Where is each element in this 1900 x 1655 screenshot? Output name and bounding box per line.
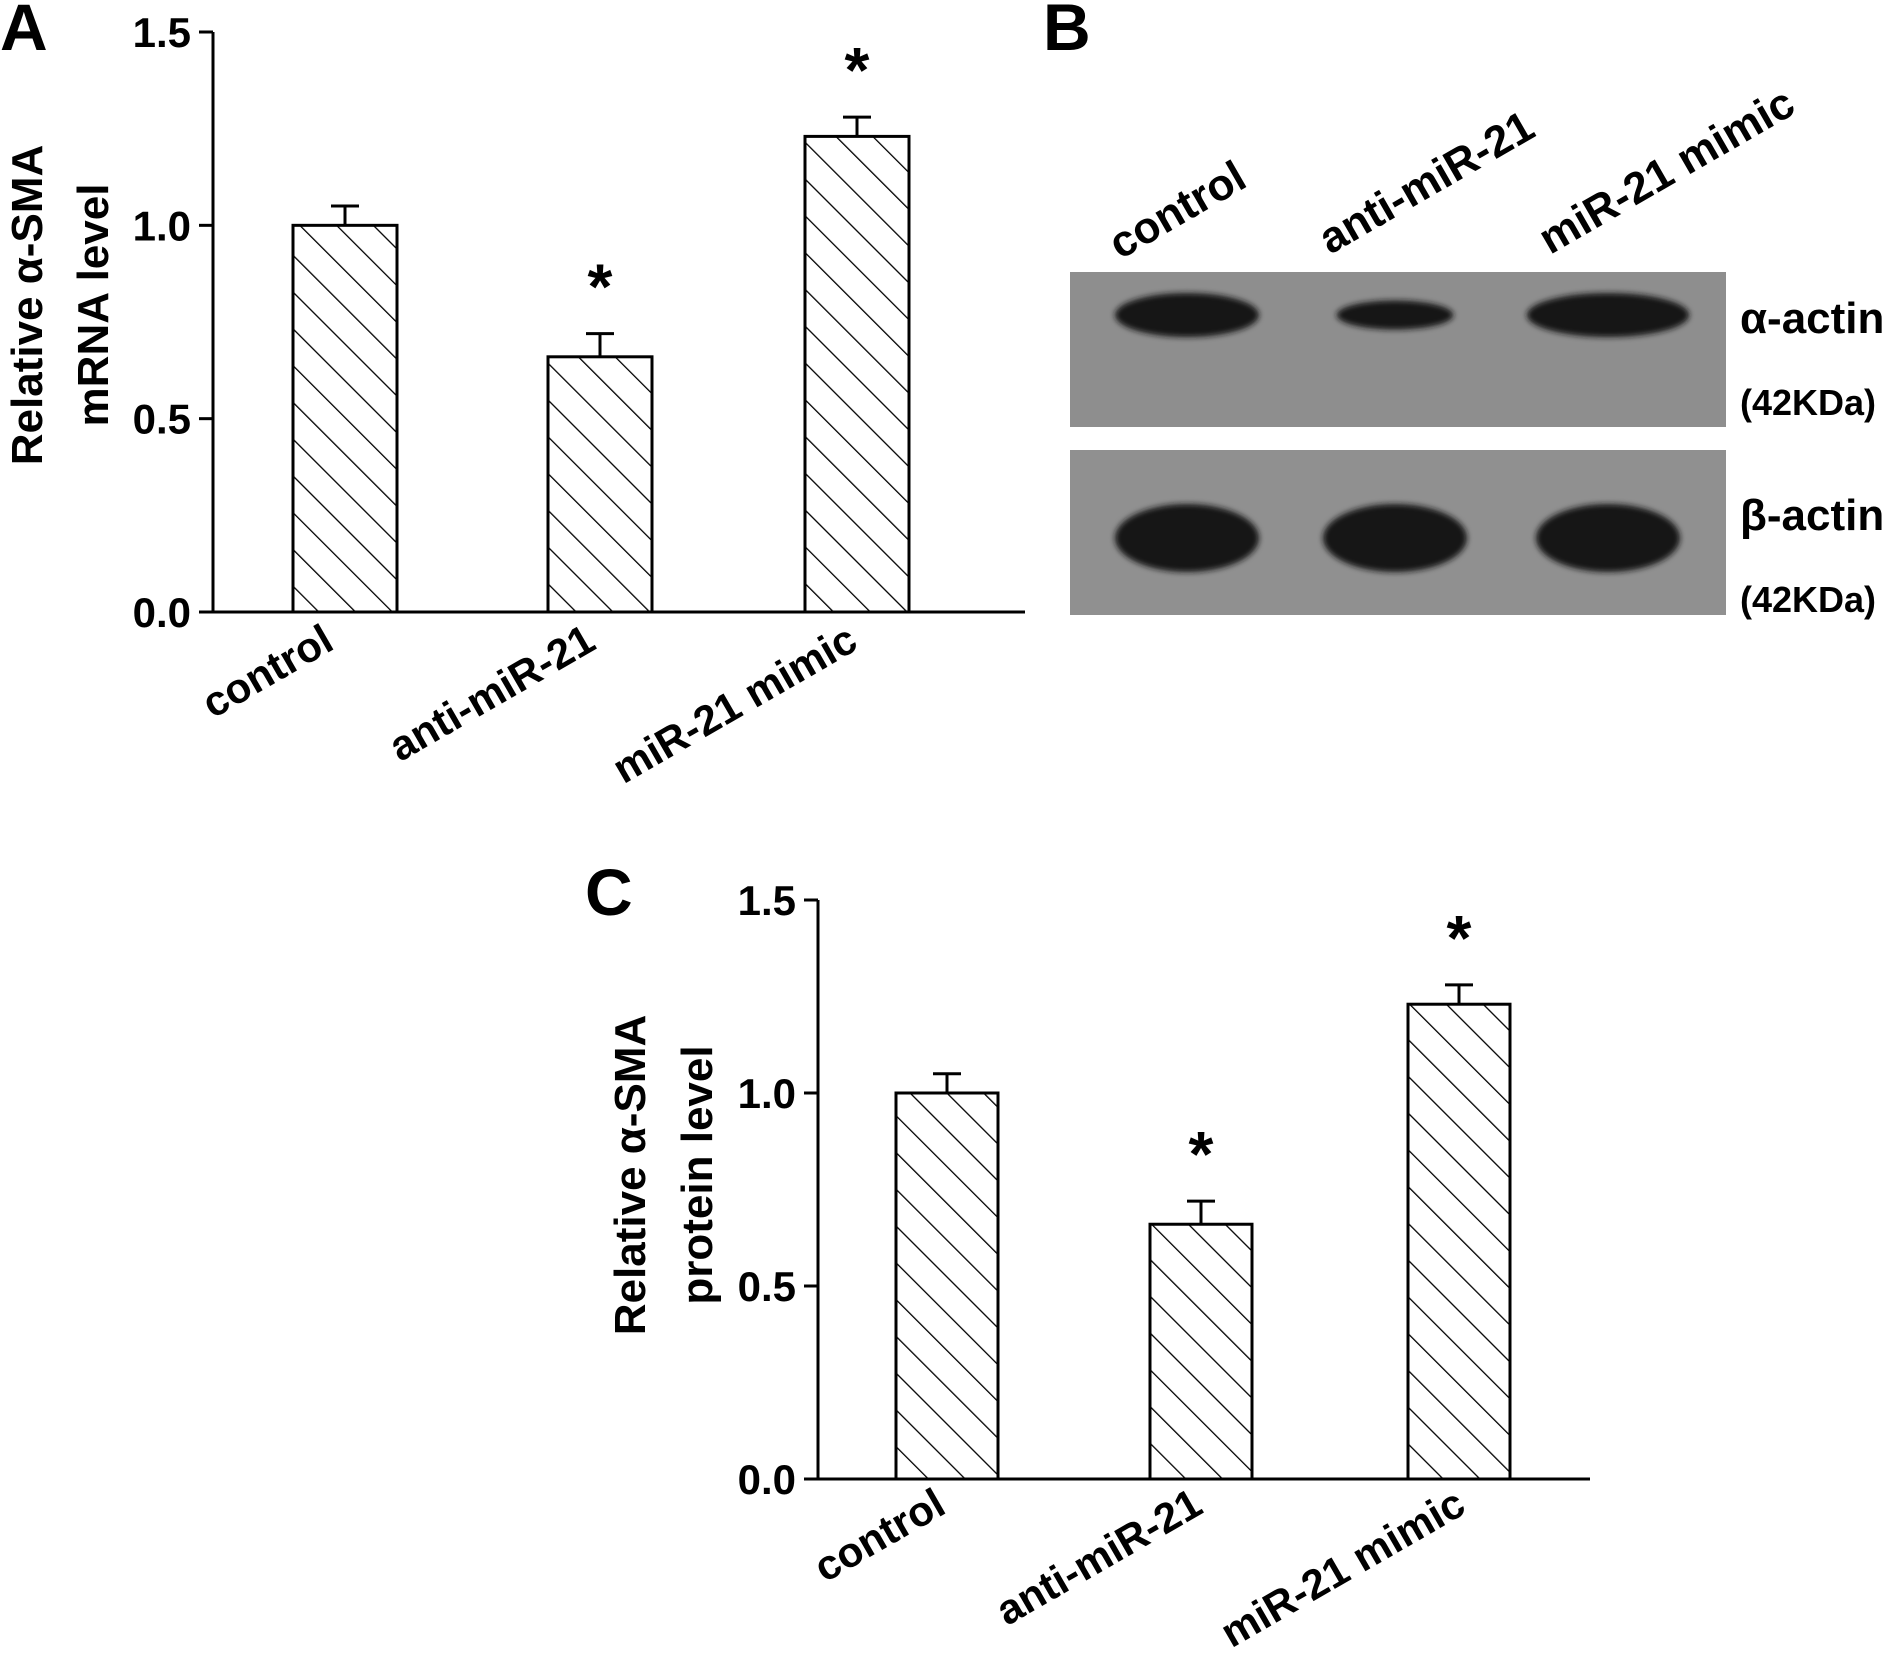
blot-lane-label-control: control — [1101, 152, 1255, 269]
y-axis-label-line2: protein level — [673, 1045, 722, 1304]
y-tick-label: 1.5 — [133, 9, 191, 56]
y-axis-label-line1: Relative α-SMA — [3, 145, 52, 465]
x-tick-label: miR-21 mimic — [1212, 1479, 1472, 1655]
y-tick-label: 1.0 — [738, 1070, 796, 1117]
blot-bands — [1115, 293, 1690, 572]
bar — [546, 355, 654, 614]
blot-row-size-alpha: (42KDa) — [1740, 382, 1876, 423]
y-axis-label-line2: mRNA level — [69, 184, 118, 427]
blot-band — [1336, 300, 1454, 330]
chart-a: 0.0 0.5 1.0 1.5 Relative α-SMA mRNA level cont… — [3, 9, 1025, 792]
x-tick-label: anti-miR-21 — [381, 615, 603, 770]
x-tick-label: anti-miR-21 — [988, 1479, 1210, 1634]
chart-c: 0.0 0.5 1.0 1.5 Relative α-SMA protein level c… — [606, 877, 1590, 1655]
blot-band — [1526, 293, 1690, 337]
y-axis-label-line1: Relative α-SMA — [606, 1015, 655, 1335]
significance-marker: * — [845, 34, 870, 106]
y-tick-label: 0.5 — [738, 1263, 796, 1310]
bar — [1406, 1002, 1512, 1481]
blot-row-size-beta: (42KDa) — [1740, 579, 1876, 620]
panel-label-c: C — [585, 855, 633, 929]
bar — [1148, 1222, 1254, 1481]
y-tick-label: 1.5 — [738, 877, 796, 924]
x-tick-label: control — [806, 1479, 953, 1591]
blot-band — [1115, 504, 1259, 572]
blot-lane-label-anti-mir21: anti-miR-21 — [1311, 101, 1543, 263]
blot-band — [1115, 293, 1259, 337]
significance-marker: * — [1189, 1118, 1214, 1190]
blot-lane-label-mir21-mimic: miR-21 mimic — [1531, 78, 1803, 263]
significance-marker: * — [1447, 902, 1472, 974]
bar — [803, 134, 911, 614]
significance-marker: * — [588, 251, 613, 323]
y-tick-label: 0.0 — [738, 1456, 796, 1503]
blot-band — [1536, 504, 1680, 572]
y-tick-label: 0.0 — [133, 589, 191, 636]
blot-row-label-alpha: α-actin — [1740, 294, 1884, 343]
y-tick-label: 1.0 — [133, 202, 191, 249]
x-tick-label: control — [194, 615, 341, 727]
blot-row-label-beta: β-actin — [1740, 491, 1884, 540]
bar — [291, 223, 399, 614]
panel-label-a: A — [0, 0, 48, 64]
x-tick-label: miR-21 mimic — [604, 615, 864, 792]
bar — [894, 1091, 1000, 1481]
y-tick-label: 0.5 — [133, 396, 191, 443]
blot-band — [1323, 504, 1467, 572]
western-blot: control anti-miR-21 miR-21 mimic α-actin… — [1070, 78, 1884, 620]
panel-label-b: B — [1043, 0, 1091, 64]
